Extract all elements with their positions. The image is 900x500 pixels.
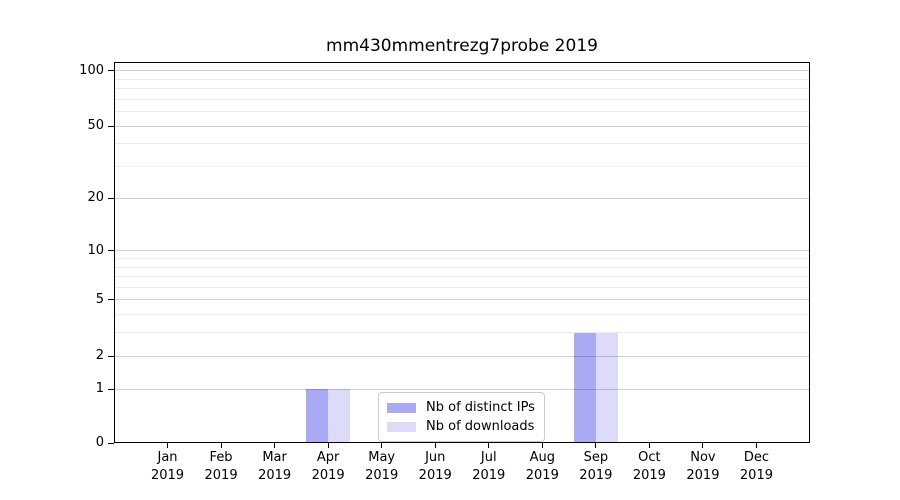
legend: Nb of distinct IPs Nb of downloads [378,392,545,442]
x-axis-tick-label: Feb 2019 [204,450,238,483]
x-axis-tick-label: Oct 2019 [632,450,666,483]
x-axis-tick-label: Jan 2019 [150,450,185,483]
x-axis-tick [595,443,597,448]
bar-downloads-apr [328,389,351,443]
gridline-major [115,197,809,199]
gridline-minor [115,166,809,168]
gridline-major [115,70,809,72]
y-axis-tick-label: 5 [95,291,104,307]
gridline-major [115,125,809,127]
x-axis-tick-label: Dec 2019 [739,450,773,483]
y-axis-tick [108,197,114,199]
gridline-major [115,299,809,301]
chart-title: mm430mmentrezg7probe 2019 [326,36,598,56]
legend-swatch-downloads-icon [387,421,416,432]
x-axis-tick [755,443,757,448]
x-axis-tick-label: Apr 2019 [311,450,345,483]
x-axis-tick [327,443,329,448]
x-axis-tick-label: Aug 2019 [525,450,559,483]
gridline-minor [115,286,809,288]
x-axis-tick [220,443,222,448]
y-axis-tick [108,388,114,390]
y-axis-tick [108,442,114,444]
y-axis-tick-label: 50 [87,118,104,134]
x-axis-tick [541,443,543,448]
plot-area-border [114,62,810,443]
gridline-major [115,388,809,390]
bar-distinct-ips-sep [573,332,596,443]
y-axis-tick-label: 1 [95,381,104,397]
legend-label-distinct-ips: Nb of distinct IPs [426,400,535,415]
y-axis-tick-label: 10 [87,242,104,258]
y-axis-tick-label: 2 [95,348,104,364]
x-axis-tick [274,443,276,448]
y-axis-tick [108,299,114,301]
gridline-minor [115,98,809,100]
x-axis-tick-label: Jul 2019 [472,450,506,483]
y-axis-tick [108,70,114,72]
x-axis-tick-label: Nov 2019 [686,450,720,483]
gridline-minor [115,258,809,259]
legend-swatch-distinct-ips-icon [387,402,416,413]
x-axis-tick [648,443,650,448]
y-axis-tick-label: 100 [79,62,104,78]
y-axis-tick-label: 0 [95,435,104,450]
x-axis-tick-label: May 2019 [365,450,399,483]
x-axis-tick [434,443,436,448]
x-axis-tick [702,443,704,448]
gridline-minor [115,111,809,113]
x-axis-tick-label: Jun 2019 [418,450,452,483]
gridline-major [115,355,809,357]
gridline-major [115,250,809,252]
x-axis-tick [488,443,490,448]
gridline-minor [115,332,809,334]
legend-entry-distinct-ips: Nb of distinct IPs [387,399,536,416]
y-axis-tick [108,125,114,127]
x-axis-tick-label: Sep 2019 [579,450,613,483]
x-axis-tick [167,443,169,448]
bar-distinct-ips-apr [306,389,329,443]
bar-downloads-sep [595,332,618,443]
gridline-minor [115,276,809,278]
gridline-minor [115,266,809,268]
y-axis-tick-label: 20 [87,190,104,206]
y-axis-tick [108,355,114,357]
y-axis-tick [108,250,114,252]
legend-entry-downloads: Nb of downloads [387,418,536,435]
gridline-minor [115,143,809,145]
legend-label-downloads: Nb of downloads [426,419,535,434]
gridline-minor [115,78,809,80]
gridline-minor [115,88,809,90]
x-axis-tick [381,443,383,448]
x-axis-tick-label: Mar 2019 [258,450,292,483]
gridline-minor [115,314,809,316]
